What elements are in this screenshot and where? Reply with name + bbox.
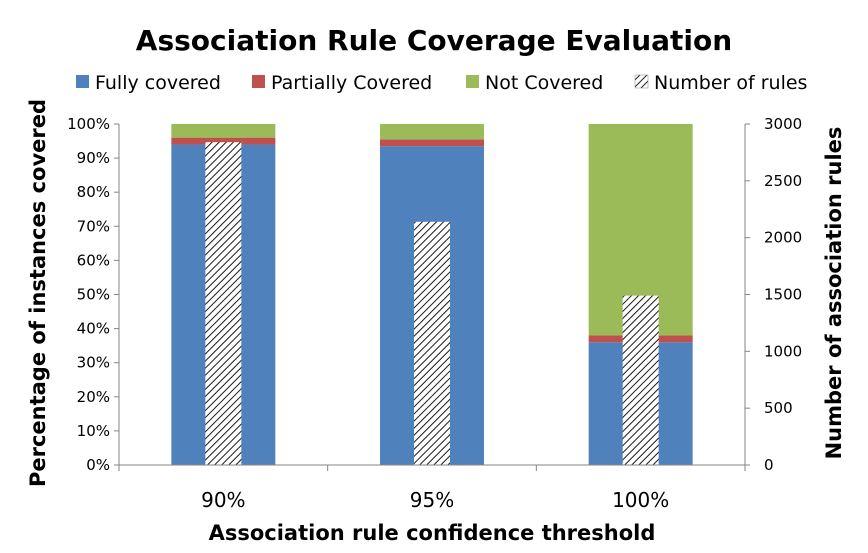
- y-tick-label: 0%: [86, 456, 110, 474]
- y-tick-label: 60%: [77, 251, 110, 269]
- chart-title: Association Rule Coverage Evaluation: [136, 24, 732, 57]
- y-tick-label: 100%: [67, 115, 110, 133]
- y-tick-label: 80%: [77, 183, 110, 201]
- y-tick-label: 20%: [77, 388, 110, 406]
- bar-not-covered-1: [171, 124, 276, 138]
- x-tick-label: 100%: [612, 488, 669, 512]
- legend-label-fully-covered: Fully covered: [95, 72, 221, 94]
- y-tick-label: 30%: [77, 354, 110, 372]
- x-tick-label: 90%: [201, 488, 245, 512]
- y2-tick-label: 1500: [764, 286, 802, 304]
- legend: Fully covered Partially Covered Not Cove…: [76, 72, 807, 94]
- legend-swatch-number-of-rules: [634, 74, 649, 89]
- y2-tick-label: 3000: [764, 115, 802, 133]
- bar-number-of-rules-2: [414, 221, 450, 465]
- legend-label-not-covered: Not Covered: [485, 72, 603, 94]
- y-tick-label: 50%: [77, 286, 110, 304]
- legend-swatch-partially-covered: [252, 75, 265, 88]
- y-tick-label: 40%: [77, 320, 110, 338]
- y-tick-label: 90%: [77, 149, 110, 167]
- legend-swatch-fully-covered: [76, 75, 89, 88]
- bar-number-of-rules-1: [205, 142, 242, 466]
- y2-tick-label: 500: [764, 399, 793, 417]
- bars: [171, 124, 693, 466]
- y-axis-title: Percentage of instances covered: [26, 99, 50, 487]
- legend-label-number-of-rules: Number of rules: [654, 72, 807, 94]
- y2-axis-title: Number of association rules: [822, 127, 846, 460]
- y2-tick-label: 1000: [764, 342, 802, 360]
- x-tick-label: 95%: [410, 488, 454, 512]
- legend-label-partially-covered: Partially Covered: [271, 72, 432, 94]
- bar-not-covered-2: [380, 124, 484, 140]
- y-tick-label: 10%: [77, 422, 110, 440]
- y2-tick-label: 2500: [764, 172, 802, 190]
- y2-tick-label: 2000: [764, 229, 802, 247]
- y-tick-label: 70%: [77, 217, 110, 235]
- legend-swatch-not-covered: [466, 75, 479, 88]
- bar-partially-covered-1: [171, 137, 276, 145]
- axes: [114, 123, 750, 471]
- bar-partially-covered-2: [380, 139, 484, 147]
- bar-number-of-rules-3: [622, 295, 659, 465]
- tick-labels: 90% 95% 100% 0% 10% 20% 30% 40% 50% 60% 70% 80% 90% 1…: [67, 115, 802, 512]
- y2-tick-label: 0: [764, 456, 774, 474]
- x-axis-title: Association rule confidence threshold: [209, 521, 656, 545]
